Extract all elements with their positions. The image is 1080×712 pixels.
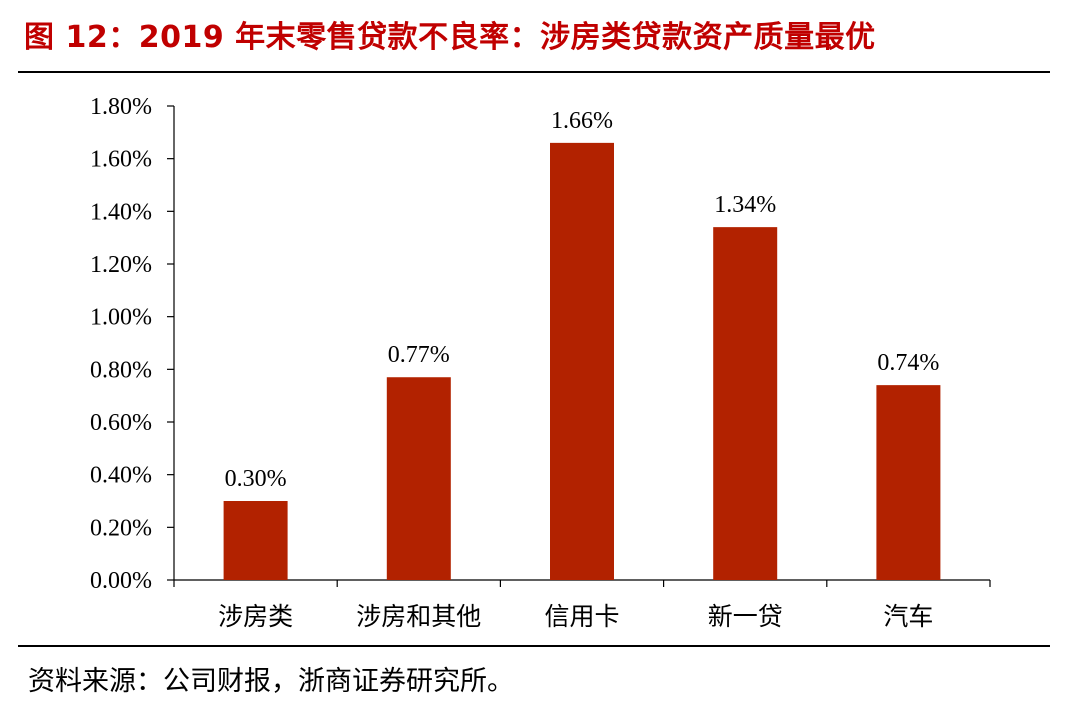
data-label: 0.77% — [388, 342, 450, 368]
source-note: 资料来源：公司财报，浙商证券研究所。 — [28, 666, 514, 697]
y-tick-label: 1.20% — [90, 252, 152, 278]
bar — [876, 385, 941, 580]
bars — [223, 142, 941, 580]
x-tick-label: 涉房类 — [218, 602, 293, 631]
x-tick-label: 新一贷 — [708, 602, 783, 631]
x-tick-label: 涉房和其他 — [356, 602, 481, 631]
y-tick-label: 1.00% — [90, 305, 152, 331]
x-tick-label: 信用卡 — [544, 602, 619, 631]
bar — [386, 377, 451, 580]
y-tick-label: 1.40% — [90, 199, 152, 225]
data-label: 1.34% — [714, 192, 776, 218]
bar — [550, 142, 614, 580]
bar — [713, 227, 778, 580]
chart-title: 图 12：2019 年末零售贷款不良率：涉房类贷款资产质量最优 — [24, 20, 876, 55]
y-tick-label: 0.60% — [90, 410, 152, 436]
y-tick-label: 0.20% — [90, 515, 152, 541]
y-tick-label: 1.60% — [90, 147, 152, 173]
y-tick-label: 0.80% — [90, 357, 152, 383]
title-divider — [18, 71, 1050, 73]
data-label: 1.66% — [551, 108, 613, 134]
data-label: 0.30% — [225, 466, 287, 492]
bar — [223, 501, 288, 580]
y-tick-label: 1.80% — [90, 94, 152, 120]
x-tick-label: 汽车 — [883, 602, 933, 631]
data-label: 0.74% — [877, 350, 939, 376]
y-tick-label: 0.00% — [90, 568, 152, 594]
data-labels: 0.30% 0.77% 1.66% 1.34% 0.74% — [225, 108, 940, 492]
source-divider — [18, 645, 1050, 647]
x-axis: 涉房类 涉房和其他 信用卡 新一贷 汽车 — [173, 579, 991, 631]
y-axis: 0.00% 0.20% 0.40% 0.60% 0.80% 1.00% 1.20% 1.40%… — [90, 94, 175, 594]
y-tick-label: 0.40% — [90, 463, 152, 489]
